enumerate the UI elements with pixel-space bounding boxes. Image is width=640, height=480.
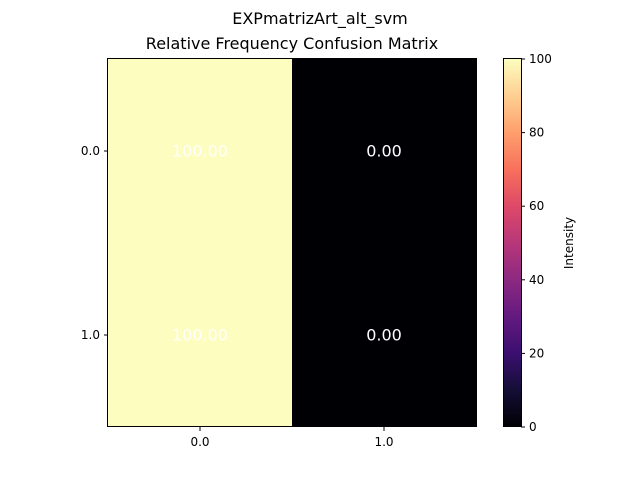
colorbar-tick-label: 100 [529,52,552,66]
colorbar-tick-label: 60 [529,199,544,213]
y-tick-label: 1.0 [81,328,100,342]
y-tick-label: 0.0 [81,144,100,158]
x-tick-label: 1.0 [374,435,393,449]
colorbar-gradient [503,59,521,427]
figure-suptitle: EXPmatrizArt_alt_svm [232,9,408,29]
cell-value-label: 100.00 [172,326,228,345]
cell-value-label: 0.00 [366,326,402,345]
cell-value-label: 100.00 [172,142,228,161]
colorbar-label: Intensity [562,217,576,269]
heatmap-cell-r1-c1 [292,243,476,427]
colorbar-frame [503,58,522,427]
heatmap-cell-r1-c0 [108,243,292,427]
heatmap-plot-area: 100.00 0.00 100.00 0.00 [108,59,476,427]
heatmap-cell-r0-c1 [292,59,476,243]
x-tick-label: 0.0 [190,435,209,449]
colorbar-tick-label: 80 [529,126,544,140]
heatmap-cell-r0-c0 [108,59,292,243]
cell-value-label: 0.00 [366,142,402,161]
colorbar-tick-label: 20 [529,346,544,360]
colorbar-tick-label: 0 [529,420,537,434]
colorbar-tick-label: 40 [529,273,544,287]
chart-title: Relative Frequency Confusion Matrix [146,34,438,53]
plot-frame [107,58,477,427]
colorbar: 0 20 40 60 80 100 [503,52,552,434]
